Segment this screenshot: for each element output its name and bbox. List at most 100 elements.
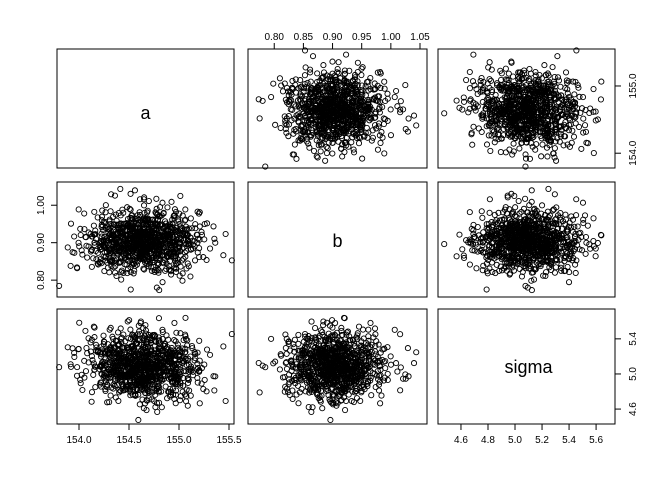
panel-sigma-b — [247, 308, 428, 425]
point-sigma-vs-b — [590, 215, 597, 222]
point-b-vs-a — [402, 82, 409, 89]
point-sigma-vs-a — [513, 126, 520, 133]
point-a-vs-b — [117, 185, 124, 192]
point-b-vs-a — [314, 154, 321, 161]
point-a-vs-sigma — [196, 400, 203, 407]
point-sigma-vs-a — [493, 80, 501, 87]
point-a-vs-sigma — [75, 346, 82, 353]
point-sigma-vs-b — [565, 279, 573, 286]
point-b-vs-a — [299, 136, 306, 143]
point-b-vs-a — [343, 134, 350, 142]
point-b-vs-a — [413, 122, 420, 129]
point-a-vs-sigma — [83, 345, 90, 352]
point-a-vs-b — [203, 256, 210, 264]
point-b-vs-a — [322, 92, 329, 99]
point-sigma-vs-b — [516, 265, 523, 273]
point-sigma-vs-a — [463, 77, 470, 84]
point-b-vs-a — [320, 118, 327, 125]
point-b-vs-a — [334, 65, 341, 73]
point-sigma-vs-a — [592, 117, 599, 124]
point-sigma-vs-a — [530, 121, 538, 128]
point-sigma-vs-a — [493, 106, 500, 113]
point-sigma-vs-a — [569, 127, 576, 134]
point-sigma-vs-b — [545, 185, 552, 192]
point-b-vs-a — [391, 94, 398, 101]
point-b-vs-a — [350, 146, 357, 153]
point-sigma-vs-b — [573, 212, 580, 219]
point-b-vs-a — [329, 114, 337, 121]
sigma-bottom-axis-tick-label: 5.2 — [535, 435, 549, 446]
point-b-vs-a — [310, 147, 318, 154]
point-sigma-vs-a — [453, 97, 460, 104]
point-sigma-vs-a — [470, 51, 477, 58]
point-b-vs-a — [349, 134, 356, 141]
point-sigma-vs-a — [535, 76, 542, 83]
point-sigma-vs-a — [551, 145, 558, 152]
point-sigma-vs-b — [582, 250, 589, 257]
point-b-vs-a — [295, 137, 302, 144]
point-sigma-vs-a — [545, 116, 552, 123]
point-sigma-vs-a — [590, 108, 597, 115]
point-sigma-vs-a — [549, 90, 556, 97]
point-b-vs-a — [270, 80, 277, 87]
point-sigma-vs-a — [515, 69, 522, 76]
point-b-vs-a — [289, 77, 296, 84]
point-sigma-vs-b — [456, 231, 463, 238]
point-sigma-vs-a — [493, 96, 500, 103]
point-sigma-vs-b — [579, 199, 587, 206]
point-a-vs-sigma — [85, 335, 92, 342]
point-b-vs-a — [306, 132, 313, 139]
point-sigma-vs-a — [567, 121, 574, 128]
point-sigma-vs-a — [509, 151, 516, 158]
point-b-vs-a — [384, 90, 391, 97]
point-a-vs-sigma — [64, 344, 71, 351]
point-a-vs-sigma — [76, 319, 83, 326]
point-b-vs-a — [283, 115, 290, 122]
point-sigma-vs-a — [522, 163, 529, 170]
point-a-vs-b — [67, 262, 74, 269]
variable-label-a: a — [140, 103, 151, 123]
point-sigma-vs-a — [552, 107, 559, 114]
point-b-vs-a — [313, 153, 320, 160]
b-top-axis-tick-label: 0.85 — [294, 32, 314, 43]
point-a-vs-b — [90, 255, 97, 262]
point-b-vs-a — [371, 122, 379, 129]
point-sigma-vs-a — [562, 69, 570, 76]
point-sigma-vs-a — [569, 78, 577, 85]
point-sigma-vs-a — [537, 102, 544, 109]
point-a-vs-b — [71, 233, 78, 240]
point-sigma-vs-a — [520, 75, 527, 82]
point-b-vs-a — [320, 69, 328, 76]
point-b-vs-a — [367, 74, 374, 82]
point-sigma-vs-a — [460, 98, 468, 105]
point-sigma-vs-a — [491, 139, 498, 146]
point-sigma-vs-a — [550, 112, 558, 120]
point-sigma-vs-a — [564, 90, 571, 97]
point-sigma-vs-a — [523, 136, 530, 143]
point-sigma-vs-a — [498, 70, 505, 77]
point-sigma-vs-a — [522, 155, 530, 162]
point-sigma-vs-a — [587, 105, 594, 112]
point-b-vs-a — [374, 146, 381, 153]
point-b-vs-a — [350, 97, 357, 104]
point-b-vs-a — [379, 103, 386, 111]
point-sigma-vs-a — [466, 85, 473, 92]
b-left-axis-tick-label: 0.80 — [36, 270, 47, 290]
point-b-vs-a — [358, 65, 365, 72]
point-b-vs-a — [292, 103, 299, 110]
point-sigma-vs-a — [550, 150, 557, 157]
point-b-vs-a — [279, 88, 287, 95]
point-b-vs-a — [354, 88, 361, 95]
point-sigma-vs-a — [518, 108, 525, 115]
point-sigma-vs-a — [523, 115, 530, 122]
point-sigma-vs-a — [468, 131, 475, 138]
point-sigma-vs-a — [551, 154, 558, 161]
point-b-vs-a — [291, 141, 298, 148]
point-a-vs-sigma — [74, 364, 81, 371]
point-sigma-vs-a — [502, 149, 509, 156]
point-a-vs-b — [145, 197, 152, 205]
point-sigma-vs-a — [597, 96, 604, 103]
point-b-vs-a — [318, 75, 325, 82]
point-sigma-vs-a — [580, 129, 587, 136]
